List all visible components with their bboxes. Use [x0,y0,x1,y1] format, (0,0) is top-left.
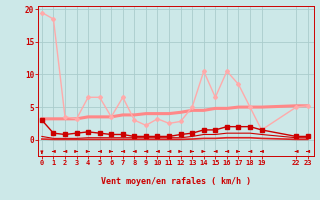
X-axis label: Vent moyen/en rafales ( km/h ): Vent moyen/en rafales ( km/h ) [101,177,251,186]
